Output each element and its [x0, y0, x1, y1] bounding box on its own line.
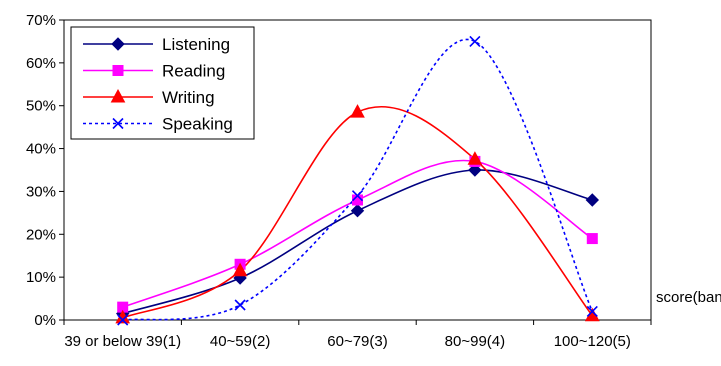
x-tick-label: 100~120(5) — [554, 333, 631, 350]
data-point-speaking — [117, 314, 129, 326]
data-point-listening — [585, 193, 600, 207]
y-tick-label: 30% — [26, 183, 56, 200]
y-tick-label: 20% — [26, 226, 56, 243]
legend-marker-writing — [110, 88, 126, 103]
legend-label-listening: Listening — [162, 35, 230, 54]
data-point-listening — [468, 163, 482, 177]
x-tick-label: 39 or below 39(1) — [64, 333, 181, 350]
x-tick-label: 60~79(3) — [327, 333, 387, 350]
y-tick-label: 40% — [26, 141, 56, 158]
legend-label-writing: Writing — [162, 88, 215, 107]
data-point-speaking — [234, 299, 246, 311]
y-tick-label: 0% — [34, 312, 56, 329]
y-tick-label: 60% — [26, 55, 56, 72]
y-tick-label: 50% — [26, 98, 56, 115]
x-tick-label: 80~99(4) — [445, 333, 505, 350]
series-line-speaking — [122, 38, 594, 321]
x-tick-label: 40~59(2) — [210, 333, 270, 350]
data-point-writing — [350, 104, 365, 118]
data-point-speaking — [586, 305, 598, 317]
plot-area-border — [63, 19, 652, 321]
legend-label-speaking: Speaking — [162, 115, 233, 134]
legend-marker-speaking — [112, 117, 124, 130]
data-point-writing — [467, 151, 483, 165]
data-point-reading — [586, 233, 598, 245]
data-point-speaking — [351, 190, 364, 202]
data-point-listening — [350, 204, 365, 218]
data-point-writing — [232, 262, 248, 277]
legend-label-reading: Reading — [162, 62, 225, 81]
legend-marker-reading — [112, 65, 124, 76]
y-tick-label: 70% — [26, 12, 56, 29]
y-tick-label: 10% — [26, 269, 56, 286]
data-point-speaking — [469, 35, 481, 47]
x-axis-title: score(band) — [656, 289, 721, 306]
legend-marker-listening — [111, 37, 125, 51]
series-line-reading — [122, 159, 593, 308]
legend-box — [70, 26, 255, 140]
series-line-listening — [122, 169, 593, 315]
